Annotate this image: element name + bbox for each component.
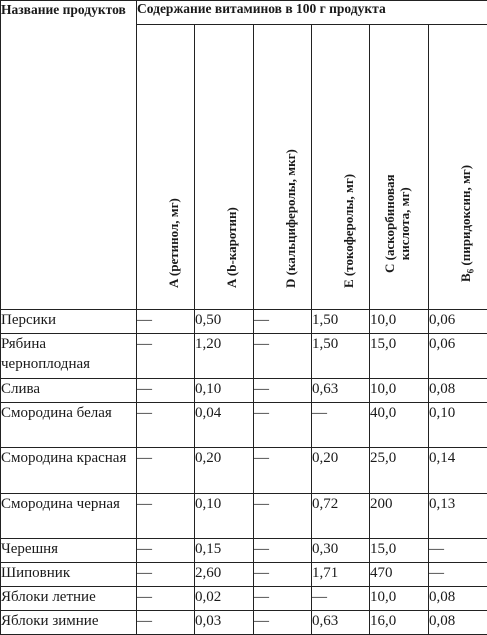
value-cell: 470	[369, 561, 429, 587]
col-header-subscript: 6	[465, 269, 476, 274]
value-cell: —	[136, 585, 195, 611]
value-cell: 0,04	[194, 402, 254, 449]
value-cell: 0,15	[194, 537, 254, 563]
value-cell: —	[136, 402, 195, 449]
value-cell: —	[253, 609, 312, 635]
col-header-label-rest: (пиридоксин, мг)	[458, 165, 474, 270]
value-cell: —	[136, 378, 195, 404]
value-cell: 0,08	[427, 609, 487, 635]
value-cell: 0,14	[427, 447, 487, 494]
col-header-c-ascorbic: C (аскорбиновая кислота, мг)	[369, 24, 429, 310]
product-name-cell: Рябина черноплодная	[0, 333, 137, 380]
product-name-cell: Смородина черная	[0, 492, 137, 539]
value-cell: 0,06	[427, 308, 487, 335]
value-cell: 10,0	[369, 378, 429, 404]
value-cell: 0,10	[194, 378, 254, 404]
value-cell: —	[253, 447, 312, 494]
value-cell: 1,71	[311, 561, 370, 587]
value-cell: —	[136, 447, 195, 494]
product-name-header: Название продуктов	[0, 0, 137, 310]
product-name-cell: Смородина белая	[0, 402, 137, 449]
col-header-label: B	[458, 273, 474, 283]
col-header-label: A (ретинол, мг)	[165, 198, 181, 288]
value-cell: 10,0	[369, 585, 429, 611]
col-header-label: A (b-каротин)	[224, 207, 239, 288]
table-row: Смородина черная —0,10—0,72 200 0,13	[0, 492, 487, 539]
col-header-e-tocopherols: E (токоферолы, мг)	[311, 24, 370, 310]
value-cell: —	[136, 609, 195, 635]
col-header-label: C (аскорбиновая	[381, 174, 397, 274]
product-name-cell: Слива	[0, 378, 137, 404]
value-cell: —	[253, 492, 312, 539]
product-name-cell: Яблоки летние	[0, 585, 137, 611]
col-header-a-carotene: A (b-каротин)	[194, 24, 254, 310]
value-cell: 0,50	[194, 308, 254, 335]
value-cell: 0,08	[427, 585, 487, 611]
value-cell: —	[253, 561, 312, 587]
value-cell: —	[136, 308, 195, 335]
col-header-label-line2: кислота, мг)	[396, 187, 412, 261]
value-cell: 0,30	[311, 537, 370, 563]
product-name-cell: Яблоки зимние	[0, 609, 137, 635]
value-cell: 200	[369, 492, 429, 539]
value-cell: 15,0	[369, 537, 429, 563]
value-cell: 0,63	[311, 609, 370, 635]
value-cell: 2,60	[194, 561, 254, 587]
value-cell: —	[253, 308, 312, 335]
table-row: Яблоки зимние —0,03—0,63 16,0 0,08	[0, 609, 487, 635]
value-cell: 0,08	[427, 378, 487, 404]
value-cell: —	[311, 402, 370, 449]
value-cell: 1,50	[311, 308, 370, 335]
value-cell: —	[427, 561, 487, 587]
value-cell: 15,0	[369, 333, 429, 380]
value-cell: —	[311, 585, 370, 611]
value-cell: 10,0	[369, 308, 429, 335]
value-cell: 0,06	[427, 333, 487, 380]
value-cell: 25,0	[369, 447, 429, 494]
table-row: Рябина черноплодная —1,20—1,50 15,0 0,06	[0, 333, 487, 380]
value-cell: —	[253, 333, 312, 380]
value-cell: 1,50	[311, 333, 370, 380]
value-cell: 1,20	[194, 333, 254, 380]
value-cell: —	[253, 402, 312, 449]
value-cell: 0,20	[311, 447, 370, 494]
value-cell: —	[136, 333, 195, 380]
table-row: Смородина белая —0,04— —40,0 0,10	[0, 402, 487, 449]
col-header-d-calciferols: D (кальциферолы, мкг)	[253, 24, 312, 310]
value-cell: 0,10	[194, 492, 254, 539]
product-name-cell: Шиповник	[0, 561, 137, 587]
value-cell: 0,03	[194, 609, 254, 635]
table-row: Яблоки летние —0,02— —10,0 0,08	[0, 585, 487, 611]
product-name-cell: Черешня	[0, 537, 137, 563]
col-header-a-retinol: A (ретинол, мг)	[136, 24, 195, 310]
value-cell: 0,13	[427, 492, 487, 539]
value-cell: —	[136, 561, 195, 587]
table-row: Слива —0,10—0,63 10,0 0,08	[0, 378, 487, 404]
value-cell: —	[253, 537, 312, 563]
value-cell: —	[136, 492, 195, 539]
value-cell: —	[427, 537, 487, 563]
table-row: Смородина красная —0,20—0,20 25,0 0,14	[0, 447, 487, 494]
table-row: Шиповник —2,60—1,71 470—	[0, 561, 487, 587]
value-cell: —	[253, 378, 312, 404]
value-cell: —	[253, 585, 312, 611]
value-cell: —	[136, 537, 195, 563]
table-row: Персики —0,50—1,50 10,0 0,06	[0, 308, 487, 335]
vitamin-content-header: Содержание витаминов в 100 г продукта	[135, 0, 487, 25]
col-header-label: E (токоферолы, мг)	[340, 173, 356, 288]
value-cell: 0,10	[427, 402, 487, 449]
col-header-label: D (кальциферолы, мкг)	[282, 149, 298, 288]
value-cell: 40,0	[369, 402, 429, 449]
product-name-cell: Смородина красная	[0, 447, 137, 494]
product-name-cell: Персики	[0, 308, 137, 335]
value-cell: 0,02	[194, 585, 254, 611]
value-cell: 16,0	[369, 609, 429, 635]
col-header-b6-pyridoxine: B6 (пиридоксин, мг)	[427, 24, 487, 310]
table-row: Черешня —0,15—0,30 15,0—	[0, 537, 487, 563]
value-cell: 0,20	[194, 447, 254, 494]
value-cell: 0,63	[311, 378, 370, 404]
value-cell: 0,72	[311, 492, 370, 539]
